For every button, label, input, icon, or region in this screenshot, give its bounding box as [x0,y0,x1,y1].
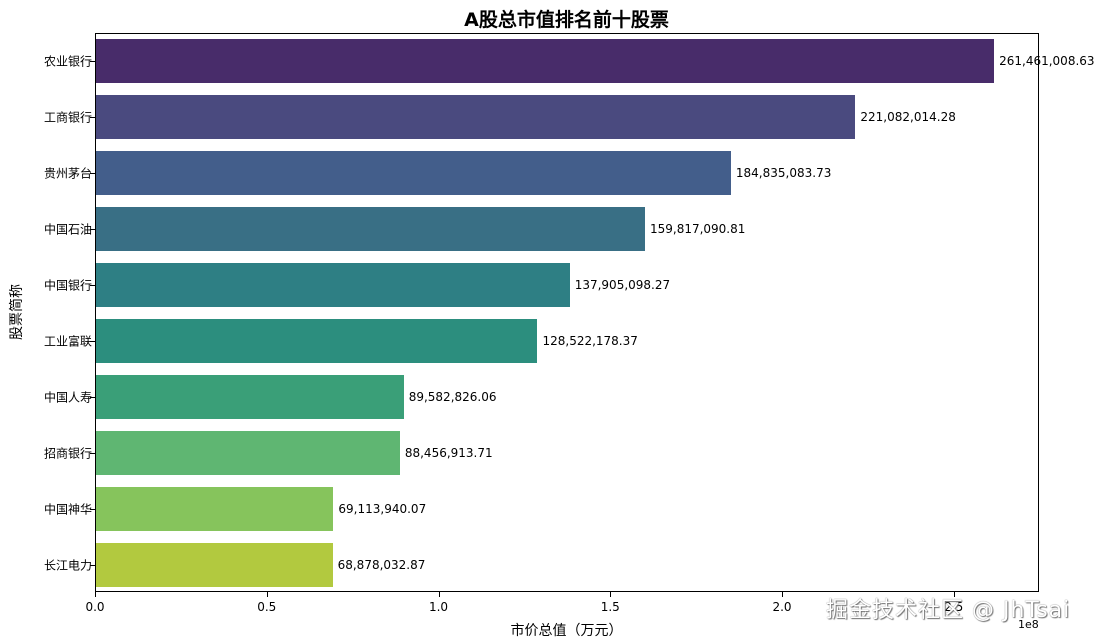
bar [96,487,334,531]
value-label: 137,905,098.27 [574,278,671,292]
y-tick [90,61,95,62]
x-tick-label: 2.5 [944,600,964,614]
value-label: 68,878,032.87 [337,558,426,572]
y-tick-label: 长江电力 [43,558,92,573]
y-tick-label: 贵州茅台 [43,166,92,181]
bar [96,95,856,139]
x-tick-label: 0.0 [85,600,105,614]
x-tick [266,592,268,597]
y-axis-title: 股票简称 [9,284,25,340]
bar [96,151,731,195]
y-tick [90,453,95,454]
x-tick [782,592,783,597]
value-label: 89,582,826.06 [408,390,497,404]
y-tick [90,565,95,566]
watermark: 掘金技术社区 @ JhTsai [826,598,1071,623]
y-tick [90,397,95,398]
x-tick-label: 2.0 [772,600,792,614]
y-tick-label: 中国人寿 [43,390,92,405]
value-label: 69,113,940.07 [338,502,427,516]
bar [96,543,333,587]
bar [96,319,538,363]
bar [96,263,570,307]
chart-title: A股总市值排名前十股票 [464,9,669,31]
bar [96,375,404,419]
value-label: 128,522,178.37 [542,334,638,348]
y-tick-label: 中国神华 [43,502,92,517]
value-label: 159,817,090.81 [649,222,746,236]
y-tick [90,173,95,174]
y-tick-label: 农业银行 [43,54,92,69]
y-tick-label: 中国银行 [43,278,92,293]
x-tick-label: 0.5 [257,600,277,614]
y-tick [90,229,95,230]
y-tick-label: 招商银行 [43,446,92,461]
x-axis-offset-label: 1e8 [1018,618,1039,631]
value-label: 261,461,008.63 [999,54,1095,68]
y-tick [90,509,95,510]
bar [96,207,645,251]
x-tick-label: 1.5 [600,600,620,614]
x-tick-label: 1.0 [428,600,449,614]
value-label: 221,082,014.28 [860,110,956,124]
plot-area [95,33,1039,592]
y-tick-label: 中国石油 [43,222,92,237]
bar [96,431,400,475]
y-tick-label: 工商银行 [43,110,92,125]
x-axis-title: 市价总值（万元） [510,623,623,639]
x-tick [610,592,612,597]
x-tick [438,592,440,597]
y-tick [90,285,95,286]
y-tick [90,341,95,342]
y-tick-label: 工业富联 [43,334,92,349]
y-tick [90,117,95,118]
value-label: 184,835,083.73 [735,166,832,180]
x-tick [95,592,96,597]
value-label: 88,456,913.71 [404,446,493,460]
x-tick [953,592,955,597]
bar [96,39,995,83]
